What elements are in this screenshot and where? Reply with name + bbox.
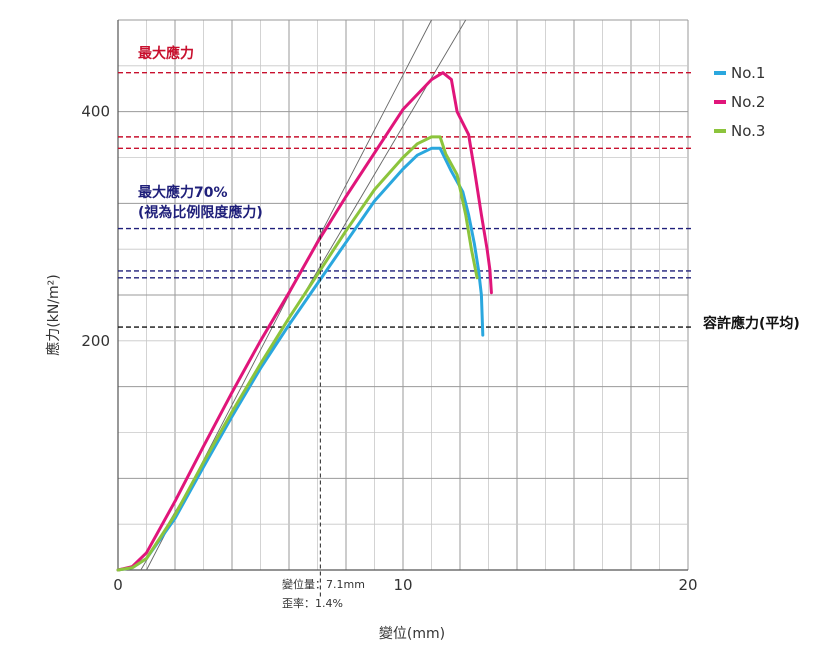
x-tick-label: 10 xyxy=(393,576,412,594)
x-tick-label: 0 xyxy=(113,576,123,594)
x-tick-label: 20 xyxy=(678,576,697,594)
series-line-No.3 xyxy=(116,135,479,572)
displacement-annotation: 變位量：7.1mm xyxy=(282,577,365,591)
legend-label: No.1 xyxy=(731,64,765,82)
max70-label-line2: (視為比例限度應力) xyxy=(138,204,263,221)
series-lines xyxy=(116,71,493,572)
max70-label-line1: 最大應力70% xyxy=(138,184,228,201)
y-tick-label: 200 xyxy=(81,332,110,350)
legend-label: No.2 xyxy=(731,93,765,111)
allowable-stress-label: 容許應力(平均) xyxy=(702,315,800,332)
y-axis-title: 應力(kN/m²) xyxy=(45,274,62,355)
x-axis-title: 變位(mm) xyxy=(379,626,445,642)
series-line-No.1 xyxy=(116,146,485,572)
y-tick-label: 400 xyxy=(81,103,110,121)
legend: No.1 No.2 No.3 xyxy=(714,64,765,140)
grid xyxy=(117,19,689,571)
strain-annotation: 歪率：1.4% xyxy=(282,596,343,610)
reference-lines xyxy=(118,72,694,328)
max-stress-label: 最大應力 xyxy=(138,45,194,62)
series-line-No.2 xyxy=(116,71,493,572)
legend-label: No.3 xyxy=(731,122,765,140)
tick-labels: 0 10 20 200 400 xyxy=(81,103,697,594)
